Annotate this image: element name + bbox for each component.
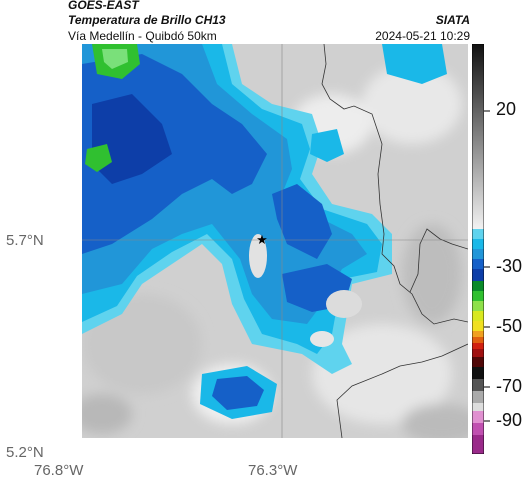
colorbar-ticks bbox=[484, 110, 490, 422]
colorbar-label: -90 bbox=[496, 410, 523, 430]
cold-cloud-shield bbox=[82, 44, 447, 419]
x-tick-label: 76.8°W bbox=[34, 462, 84, 479]
datetime-label: 2024-05-21 10:29 bbox=[375, 29, 470, 43]
org-label: SIATA bbox=[435, 13, 470, 27]
brightness-temperature-map: ★ bbox=[82, 44, 468, 438]
department-border bbox=[321, 44, 468, 325]
colorbar-label: 20 bbox=[496, 99, 517, 119]
convective-core bbox=[85, 44, 140, 172]
y-tick-label: 5.7°N bbox=[6, 232, 44, 249]
satellite-name: GOES-EAST bbox=[68, 0, 139, 12]
colorbar-label: -50 bbox=[496, 316, 523, 336]
colorbar-label: -70 bbox=[496, 376, 523, 396]
colorbar-label: -30 bbox=[496, 256, 523, 276]
station-marker: ★ bbox=[256, 232, 268, 247]
x-tick-label: 76.3°W bbox=[248, 462, 298, 479]
region-subtitle: Vía Medellín - Quibdó 50km bbox=[68, 29, 217, 43]
department-border-east bbox=[409, 228, 468, 293]
department-border-south bbox=[336, 343, 468, 438]
colorbar bbox=[472, 44, 484, 454]
product-title: Temperatura de Brillo CH13 bbox=[68, 13, 226, 27]
y-tick-label: 5.2°N bbox=[6, 444, 44, 461]
